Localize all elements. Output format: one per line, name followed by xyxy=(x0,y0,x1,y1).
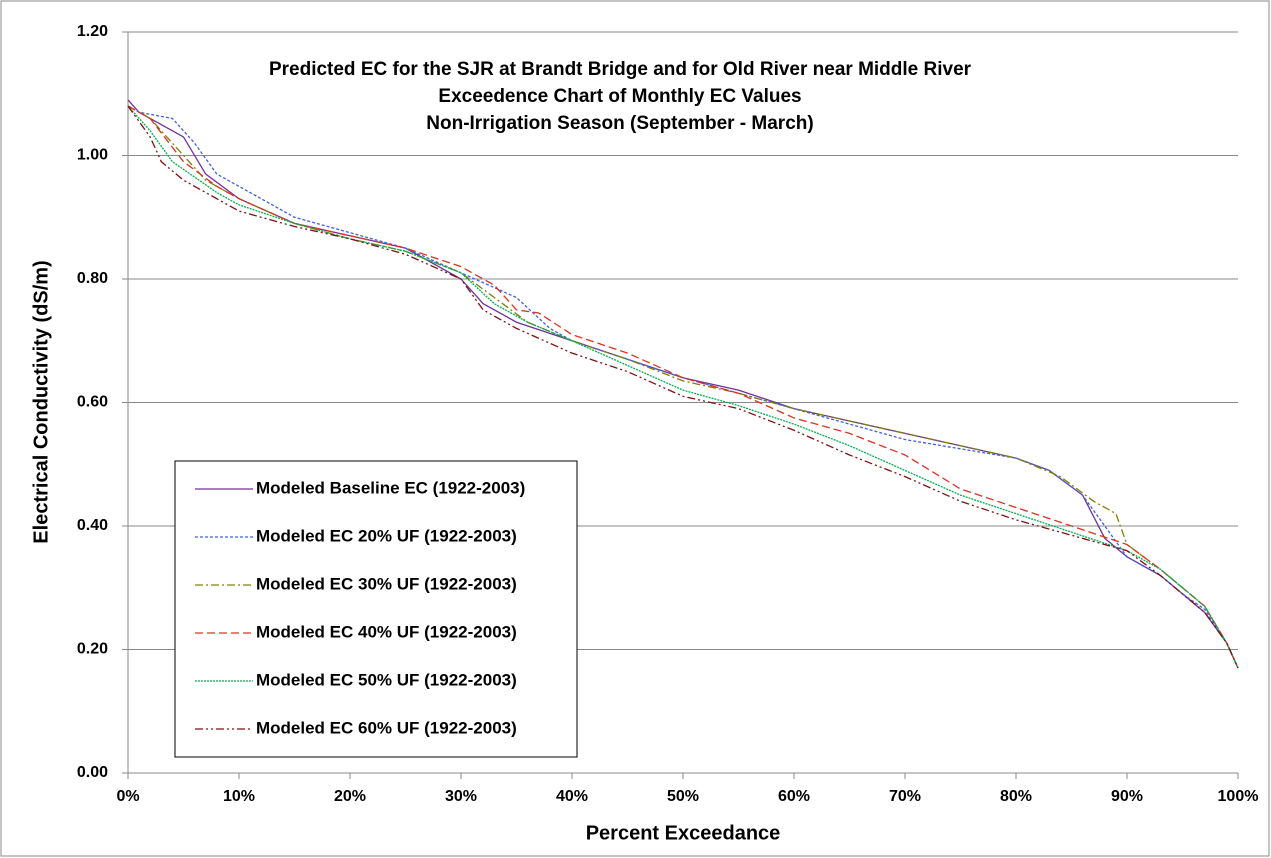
x-tick-label: 30% xyxy=(445,788,477,805)
x-tick-label: 20% xyxy=(334,788,366,805)
chart-title: Exceedence Chart of Monthly EC Values xyxy=(438,86,801,107)
y-tick-label: 1.00 xyxy=(77,147,108,164)
y-tick-label: 0.20 xyxy=(77,641,108,658)
legend-label: Modeled EC 30% UF (1922-2003) xyxy=(256,574,517,593)
legend-label: Modeled Baseline EC (1922-2003) xyxy=(256,478,525,497)
x-tick-label: 10% xyxy=(223,788,255,805)
x-tick-label: 70% xyxy=(889,788,921,805)
y-tick-label: 0.80 xyxy=(77,270,108,287)
chart-title: Predicted EC for the SJR at Brandt Bridg… xyxy=(269,59,972,80)
y-tick-label: 0.40 xyxy=(77,517,108,534)
x-axis-label: Percent Exceedance xyxy=(586,822,781,844)
x-tick-label: 40% xyxy=(556,788,588,805)
y-tick-label: 0.00 xyxy=(77,764,108,781)
legend-label: Modeled EC 40% UF (1922-2003) xyxy=(256,622,517,641)
x-tick-label: 100% xyxy=(1218,788,1259,805)
y-axis-label: Electrical Conductivity (dS/m) xyxy=(30,260,52,543)
x-tick-label: 60% xyxy=(778,788,810,805)
x-tick-label: 50% xyxy=(667,788,699,805)
x-tick-label: 90% xyxy=(1111,788,1143,805)
y-tick-label: 0.60 xyxy=(77,394,108,411)
legend-label: Modeled EC 20% UF (1922-2003) xyxy=(256,526,517,545)
title-group: Predicted EC for the SJR at Brandt Bridg… xyxy=(269,59,972,134)
legend: Modeled Baseline EC (1922-2003) Modeled E… xyxy=(174,460,578,758)
legend-label: Modeled EC 50% UF (1922-2003) xyxy=(256,670,517,689)
x-tick-label: 0% xyxy=(116,788,139,805)
x-tick-label: 80% xyxy=(1000,788,1032,805)
chart-title: Non-Irrigation Season (September - March… xyxy=(426,113,813,134)
data-line xyxy=(127,105,1239,669)
data-line xyxy=(127,105,1239,669)
legend-label: Modeled EC 60% UF (1922-2003) xyxy=(256,718,517,737)
data-line xyxy=(127,105,1239,669)
legend-box xyxy=(174,460,578,758)
y-tick-label: 1.20 xyxy=(77,23,108,40)
